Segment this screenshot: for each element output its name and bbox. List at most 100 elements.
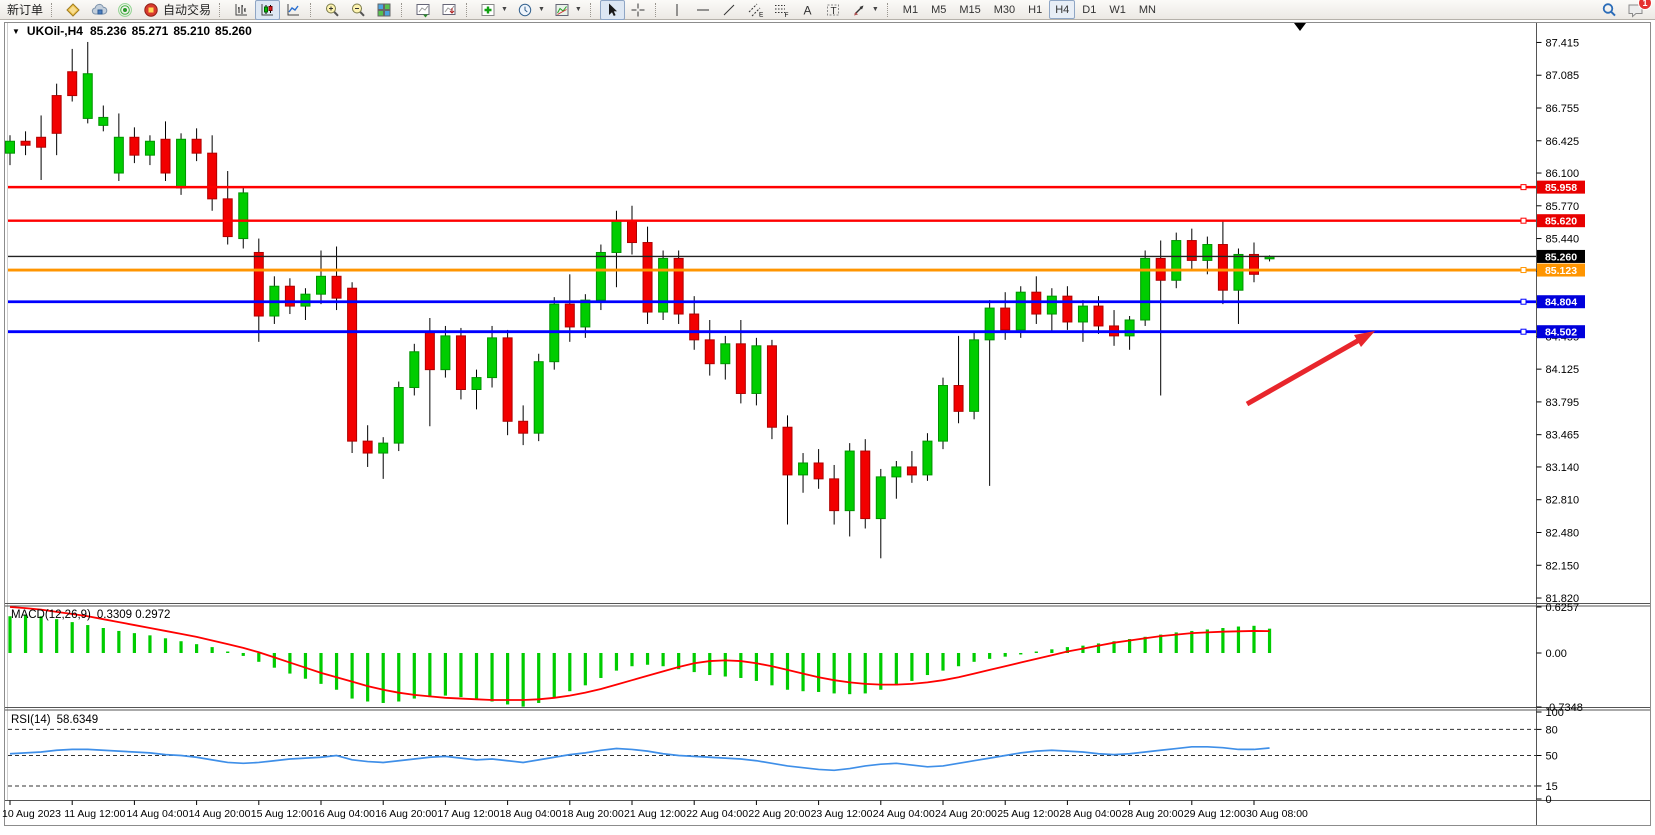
indicator-window-button[interactable] [411, 0, 436, 20]
svg-text:18 Aug 20:00: 18 Aug 20:00 [562, 808, 624, 820]
svg-text:15: 15 [1546, 781, 1558, 793]
svg-text:10 Aug 2023: 10 Aug 2023 [2, 808, 61, 820]
zoom-in-button[interactable] [320, 0, 345, 20]
trend-arrow-annotation[interactable] [1245, 331, 1375, 407]
macd-axis[interactable]: 0.6257 0.00 -0.7348 [1536, 602, 1583, 714]
horizontal-line-84.804[interactable] [8, 298, 1536, 305]
svg-text:0.6257: 0.6257 [1546, 602, 1580, 614]
broadcast-icon [117, 2, 134, 18]
svg-text:15 Aug 12:00: 15 Aug 12:00 [251, 808, 313, 820]
svg-text:T: T [830, 6, 836, 17]
arrows-tool-button[interactable]: ▼ [847, 0, 883, 20]
svg-text:24 Aug 20:00: 24 Aug 20:00 [935, 808, 997, 820]
toolbar-gripper [401, 2, 406, 17]
chart-shift-marker[interactable] [1294, 23, 1306, 31]
timeframe-mn-button[interactable]: MN [1138, 3, 1156, 16]
dropdown-arrow-icon: ▼ [871, 6, 879, 13]
chart-canvas[interactable]: 87.415 87.085 86.755 86.425 86.100 85.770 85.4… [0, 20, 1655, 830]
candlestick-chart-button[interactable] [255, 0, 281, 20]
add-indicator-button[interactable]: ▼ [476, 0, 512, 20]
chart-window: ▼ UKOil-,H4 85.236 85.271 85.210 85.260 … [0, 20, 1655, 830]
notifications-button[interactable]: 1 [1623, 0, 1652, 20]
periods-button[interactable]: ▼ [513, 0, 549, 20]
svg-text:17 Aug 12:00: 17 Aug 12:00 [437, 808, 499, 820]
rsi-axis[interactable]: 100 80 50 150 [1536, 707, 1564, 806]
chart-symbol-period: UKOil-,H4 [26, 24, 83, 38]
timeframe-h4-button[interactable]: H4 [1049, 0, 1076, 19]
price-badge-85.123: 85.123 [1537, 263, 1585, 277]
equidistant-channel-button[interactable]: E [743, 0, 768, 20]
horizontal-line-84.502[interactable] [8, 328, 1536, 335]
fibonacci-icon: F [773, 2, 790, 18]
svg-text:87.085: 87.085 [1546, 70, 1580, 82]
dropdown-arrow-icon: ▼ [501, 6, 508, 13]
indicator-list-button[interactable] [437, 0, 462, 20]
toolbar-gripper [589, 2, 595, 17]
toolbar: 新订单 自动交易 ▼ ▼ [0, 0, 1655, 20]
svg-text:29 Aug 12:00: 29 Aug 12:00 [1184, 808, 1246, 820]
cursor-button[interactable] [599, 0, 625, 20]
tile-windows-icon [376, 2, 393, 18]
zoom-in-icon [324, 2, 341, 18]
market-button[interactable] [61, 0, 86, 20]
text-button[interactable]: A [795, 0, 820, 20]
text-label-button[interactable]: T [821, 0, 846, 20]
search-button[interactable] [1597, 0, 1622, 20]
fibonacci-button[interactable]: F [769, 0, 794, 20]
svg-text:14 Aug 20:00: 14 Aug 20:00 [189, 808, 251, 820]
timeframe-m15-button[interactable]: M15 [959, 3, 981, 16]
timeframe-m1-button[interactable]: M1 [902, 3, 919, 16]
signals-button[interactable] [113, 0, 138, 20]
autotrading-label: 自动交易 [163, 3, 212, 17]
crosshair-icon [630, 2, 647, 18]
data-window-button[interactable] [87, 0, 112, 20]
horizontal-line-85.123[interactable] [8, 267, 1536, 274]
horizontal-line-button[interactable] [691, 0, 716, 20]
time-axis[interactable]: 10 Aug 2023 11 Aug 12:00 14 Aug 04:00 14 Au… [2, 800, 1308, 821]
chart-window-arrow-icon [415, 2, 432, 18]
svg-text:28 Aug 20:00: 28 Aug 20:00 [1122, 808, 1184, 820]
price-badge-84.804: 84.804 [1537, 295, 1585, 309]
svg-text:85.260: 85.260 [1545, 251, 1577, 263]
svg-text:84.502: 84.502 [1545, 327, 1577, 339]
ohlc-low: 85.210 [173, 24, 211, 38]
rsi-label: RSI(14) 58.6349 [11, 714, 99, 726]
templates-button[interactable]: ▼ [550, 0, 586, 20]
timeframe-w1-button[interactable]: W1 [1109, 3, 1126, 16]
svg-text:0.00: 0.00 [1546, 648, 1567, 660]
tile-windows-button[interactable] [372, 0, 397, 20]
svg-text:11 Aug 12:00: 11 Aug 12:00 [64, 808, 125, 820]
svg-text:A: A [803, 3, 811, 17]
zoom-out-button[interactable] [346, 0, 371, 20]
timeframe-h1-button[interactable]: H1 [1028, 3, 1043, 16]
price-axis[interactable]: 87.415 87.085 86.755 86.425 86.100 85.770 85.4… [1536, 37, 1580, 605]
svg-text:22 Aug 04:00: 22 Aug 04:00 [686, 808, 748, 820]
timeframe-d1-button[interactable]: D1 [1082, 3, 1097, 16]
new-order-button[interactable]: 新订单 [3, 0, 47, 20]
text-icon: A [799, 2, 816, 18]
svg-text:16 Aug 20:00: 16 Aug 20:00 [375, 808, 437, 820]
horizontal-line-85.620[interactable] [8, 217, 1536, 224]
crosshair-button[interactable] [626, 0, 651, 20]
toolbar-gripper [219, 2, 224, 17]
vertical-line-button[interactable] [665, 0, 690, 20]
svg-text:87.415: 87.415 [1546, 37, 1580, 49]
horizontal-line-85.958[interactable] [8, 184, 1536, 191]
svg-text:81.820: 81.820 [1546, 593, 1580, 605]
svg-text:21 Aug 12:00: 21 Aug 12:00 [624, 808, 686, 820]
panel-separators [5, 23, 1650, 825]
trendline-button[interactable] [717, 0, 742, 20]
chart-dropdown-icon[interactable]: ▼ [12, 26, 20, 36]
svg-text:85.770: 85.770 [1546, 201, 1580, 213]
dropdown-arrow-icon: ▼ [574, 6, 582, 13]
timeframe-m5-button[interactable]: M5 [931, 3, 947, 16]
svg-text:28 Aug 04:00: 28 Aug 04:00 [1059, 808, 1121, 820]
candles-layer [5, 41, 1275, 559]
svg-text:F: F [784, 12, 788, 18]
line-chart-button[interactable] [281, 0, 306, 20]
rsi-panel [8, 728, 1536, 787]
text-label-icon: T [825, 2, 842, 18]
autotrading-button[interactable]: 自动交易 [139, 0, 215, 20]
bar-chart-button[interactable] [229, 0, 254, 20]
timeframe-m30-button[interactable]: M30 [993, 3, 1016, 16]
